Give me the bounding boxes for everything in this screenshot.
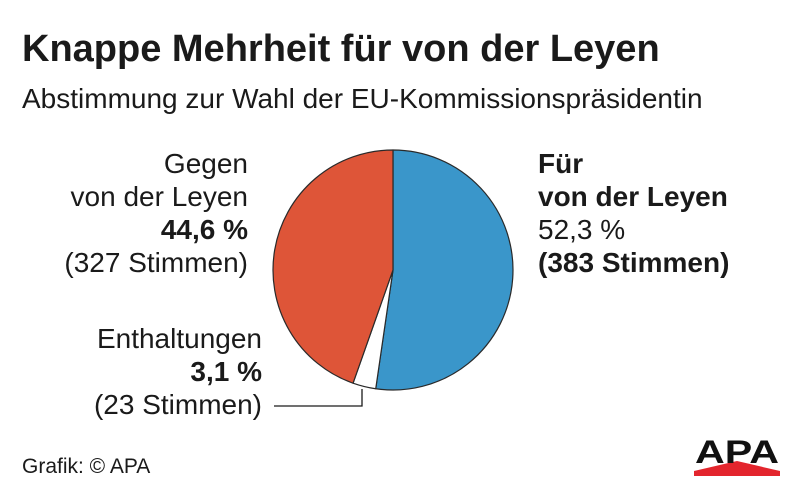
slice-percent-label: 3,1 %: [190, 356, 262, 387]
slice-label-line: Für: [538, 148, 584, 179]
slice-label-line: von der Leyen: [538, 181, 728, 212]
slice-label-enthaltungen: Enthaltungen 3,1 % (23 Stimmen): [94, 322, 262, 421]
slice-label-fuer: Für von der Leyen 52,3 % (383 Stimmen): [538, 147, 729, 279]
slice-label-line: Gegen: [163, 148, 248, 179]
slice-label-line: Enthaltungen: [96, 323, 262, 354]
apa-logo-text: APA: [695, 436, 779, 470]
slice-label-gegen: Gegen von der Leyen 44,6 % (327 Stimmen): [64, 147, 248, 279]
pie-slice-gegen: [272, 149, 394, 384]
slice-votes-label: (383 Stimmen): [538, 247, 730, 278]
pie-slice-fuer: [375, 149, 514, 391]
chart-title: Knappe Mehrheit für von der Leyen: [22, 28, 660, 70]
apa-logo-red-shape: [694, 461, 780, 476]
slice-votes-label: (23 Stimmen): [93, 389, 262, 420]
slice-label-line: von der Leyen: [70, 181, 248, 212]
apa-logo: APA: [694, 436, 780, 476]
source-credit: Grafik: © APA: [22, 455, 151, 478]
leader-line-enthaltungen: [274, 389, 363, 407]
pie-slices: [272, 149, 514, 391]
slice-percent-label: 44,6 %: [160, 214, 248, 245]
slice-votes-label: (327 Stimmen): [64, 247, 248, 278]
slice-percent-label: 52,3 %: [538, 214, 626, 245]
chart-subtitle: Abstimmung zur Wahl der EU-Kommissionspr…: [22, 83, 703, 114]
